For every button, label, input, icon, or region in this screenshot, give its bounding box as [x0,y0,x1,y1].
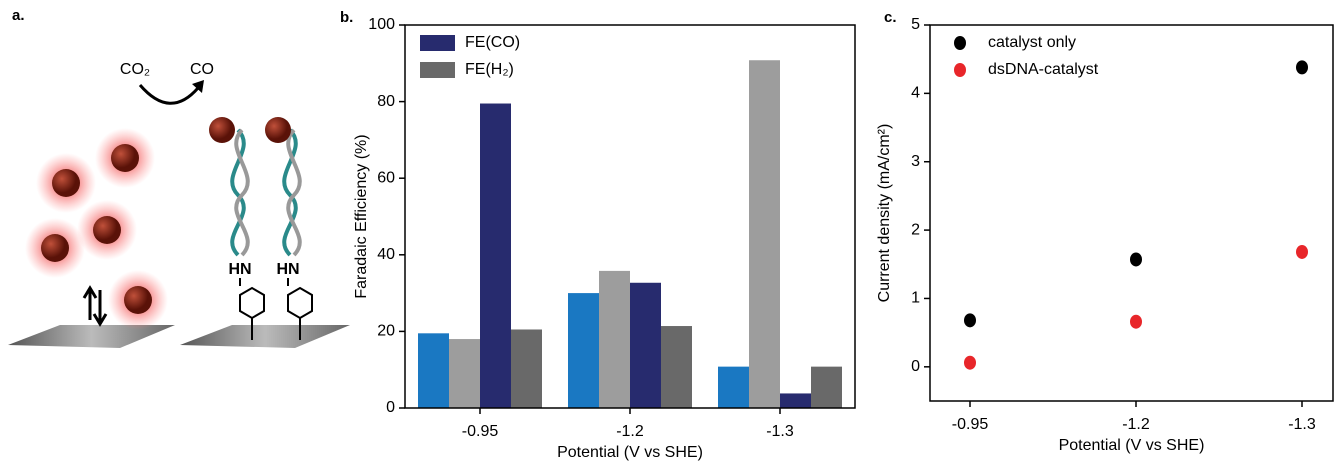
equilibrium-arrows [84,288,106,324]
y-tick-label: 1 [911,290,920,307]
point [964,356,976,370]
legend-label: FE(H₂) [465,61,514,78]
point [1296,60,1308,74]
x-tick-label: -0.95 [462,423,499,440]
bar [568,293,599,408]
y-tick-label: 80 [377,93,395,110]
reactant-label: CO₂ [120,61,150,78]
y-tick-label: 100 [368,16,395,33]
y-tick-label: 5 [911,16,920,33]
electrode [8,325,175,348]
y-tick-label: 40 [377,246,395,263]
bar [449,339,480,408]
y-tick-label: 2 [911,221,920,238]
y-axis-label: Current density (mA/cm²) [876,124,893,303]
bar [749,60,780,408]
legend-label: FE(CO) [465,34,520,51]
panel-label: c. [884,9,897,26]
bar [630,283,661,408]
y-tick-label: 20 [377,323,395,340]
x-axis-label: Potential (V vs SHE) [557,444,703,461]
panel-a: a. CO₂ CO HN HN [8,7,350,348]
point [1130,252,1142,266]
point [1130,315,1142,329]
bar [780,393,811,408]
y-tick-label: 0 [386,399,395,416]
bar [480,104,511,408]
linker-label: HN [276,261,299,278]
legend-label: catalyst only [988,34,1076,51]
x-tick-label: -1.3 [766,423,794,440]
bar [811,367,842,408]
catalyst [265,117,291,143]
x-tick-label: -1.2 [1122,416,1150,433]
free-catalysts [25,128,168,330]
dna-strands [232,130,300,255]
panel-label: b. [340,9,353,26]
bar [599,271,630,408]
point [1296,245,1308,259]
legend-swatch [954,36,966,50]
product-label: CO [190,61,214,78]
y-tick-label: 3 [911,153,920,170]
linker-label: HN [228,261,251,278]
legend-swatch [954,63,966,77]
legend-swatch [420,35,455,51]
x-tick-label: -1.2 [616,423,644,440]
y-axis-label: Faradaic Efficiency (%) [353,134,370,298]
y-tick-label: 60 [377,169,395,186]
plot-frame [930,25,1333,401]
figure: a. CO₂ CO HN HN b.020406080100-0.95-1.2 [0,0,1334,463]
legend-label: dsDNA-catalyst [988,61,1099,78]
y-tick-label: 0 [911,358,920,375]
point [964,313,976,327]
x-tick-label: -0.95 [952,416,989,433]
reaction-arrow [140,85,198,103]
legend-swatch [420,62,455,78]
y-tick-label: 4 [911,85,920,102]
catalyst [209,117,235,143]
panel-label: a. [12,7,25,24]
bar [661,326,692,408]
bar [718,367,749,408]
bar [511,329,542,408]
bar [418,333,449,408]
x-axis-label: Potential (V vs SHE) [1059,437,1205,454]
electrode [180,325,350,348]
x-tick-label: -1.3 [1288,416,1316,433]
